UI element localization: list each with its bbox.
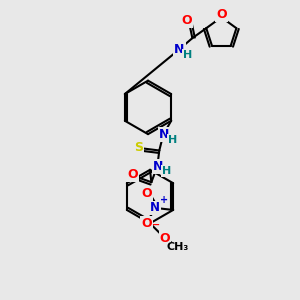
Text: CH₃: CH₃ (167, 242, 189, 252)
Text: H: H (162, 166, 171, 176)
Text: O: O (141, 187, 152, 200)
Text: O: O (160, 232, 170, 245)
Text: H: H (183, 50, 192, 60)
Text: N: N (174, 44, 185, 56)
Text: N: N (159, 128, 169, 141)
Text: +: + (160, 195, 168, 205)
Text: O: O (216, 8, 226, 21)
Text: O: O (141, 217, 152, 230)
Text: N: N (150, 202, 160, 214)
Text: N: N (153, 160, 164, 173)
Text: S: S (134, 141, 143, 154)
Text: O: O (181, 14, 192, 27)
Text: H: H (168, 135, 177, 145)
Text: O: O (127, 168, 138, 181)
Text: −: − (152, 220, 160, 230)
